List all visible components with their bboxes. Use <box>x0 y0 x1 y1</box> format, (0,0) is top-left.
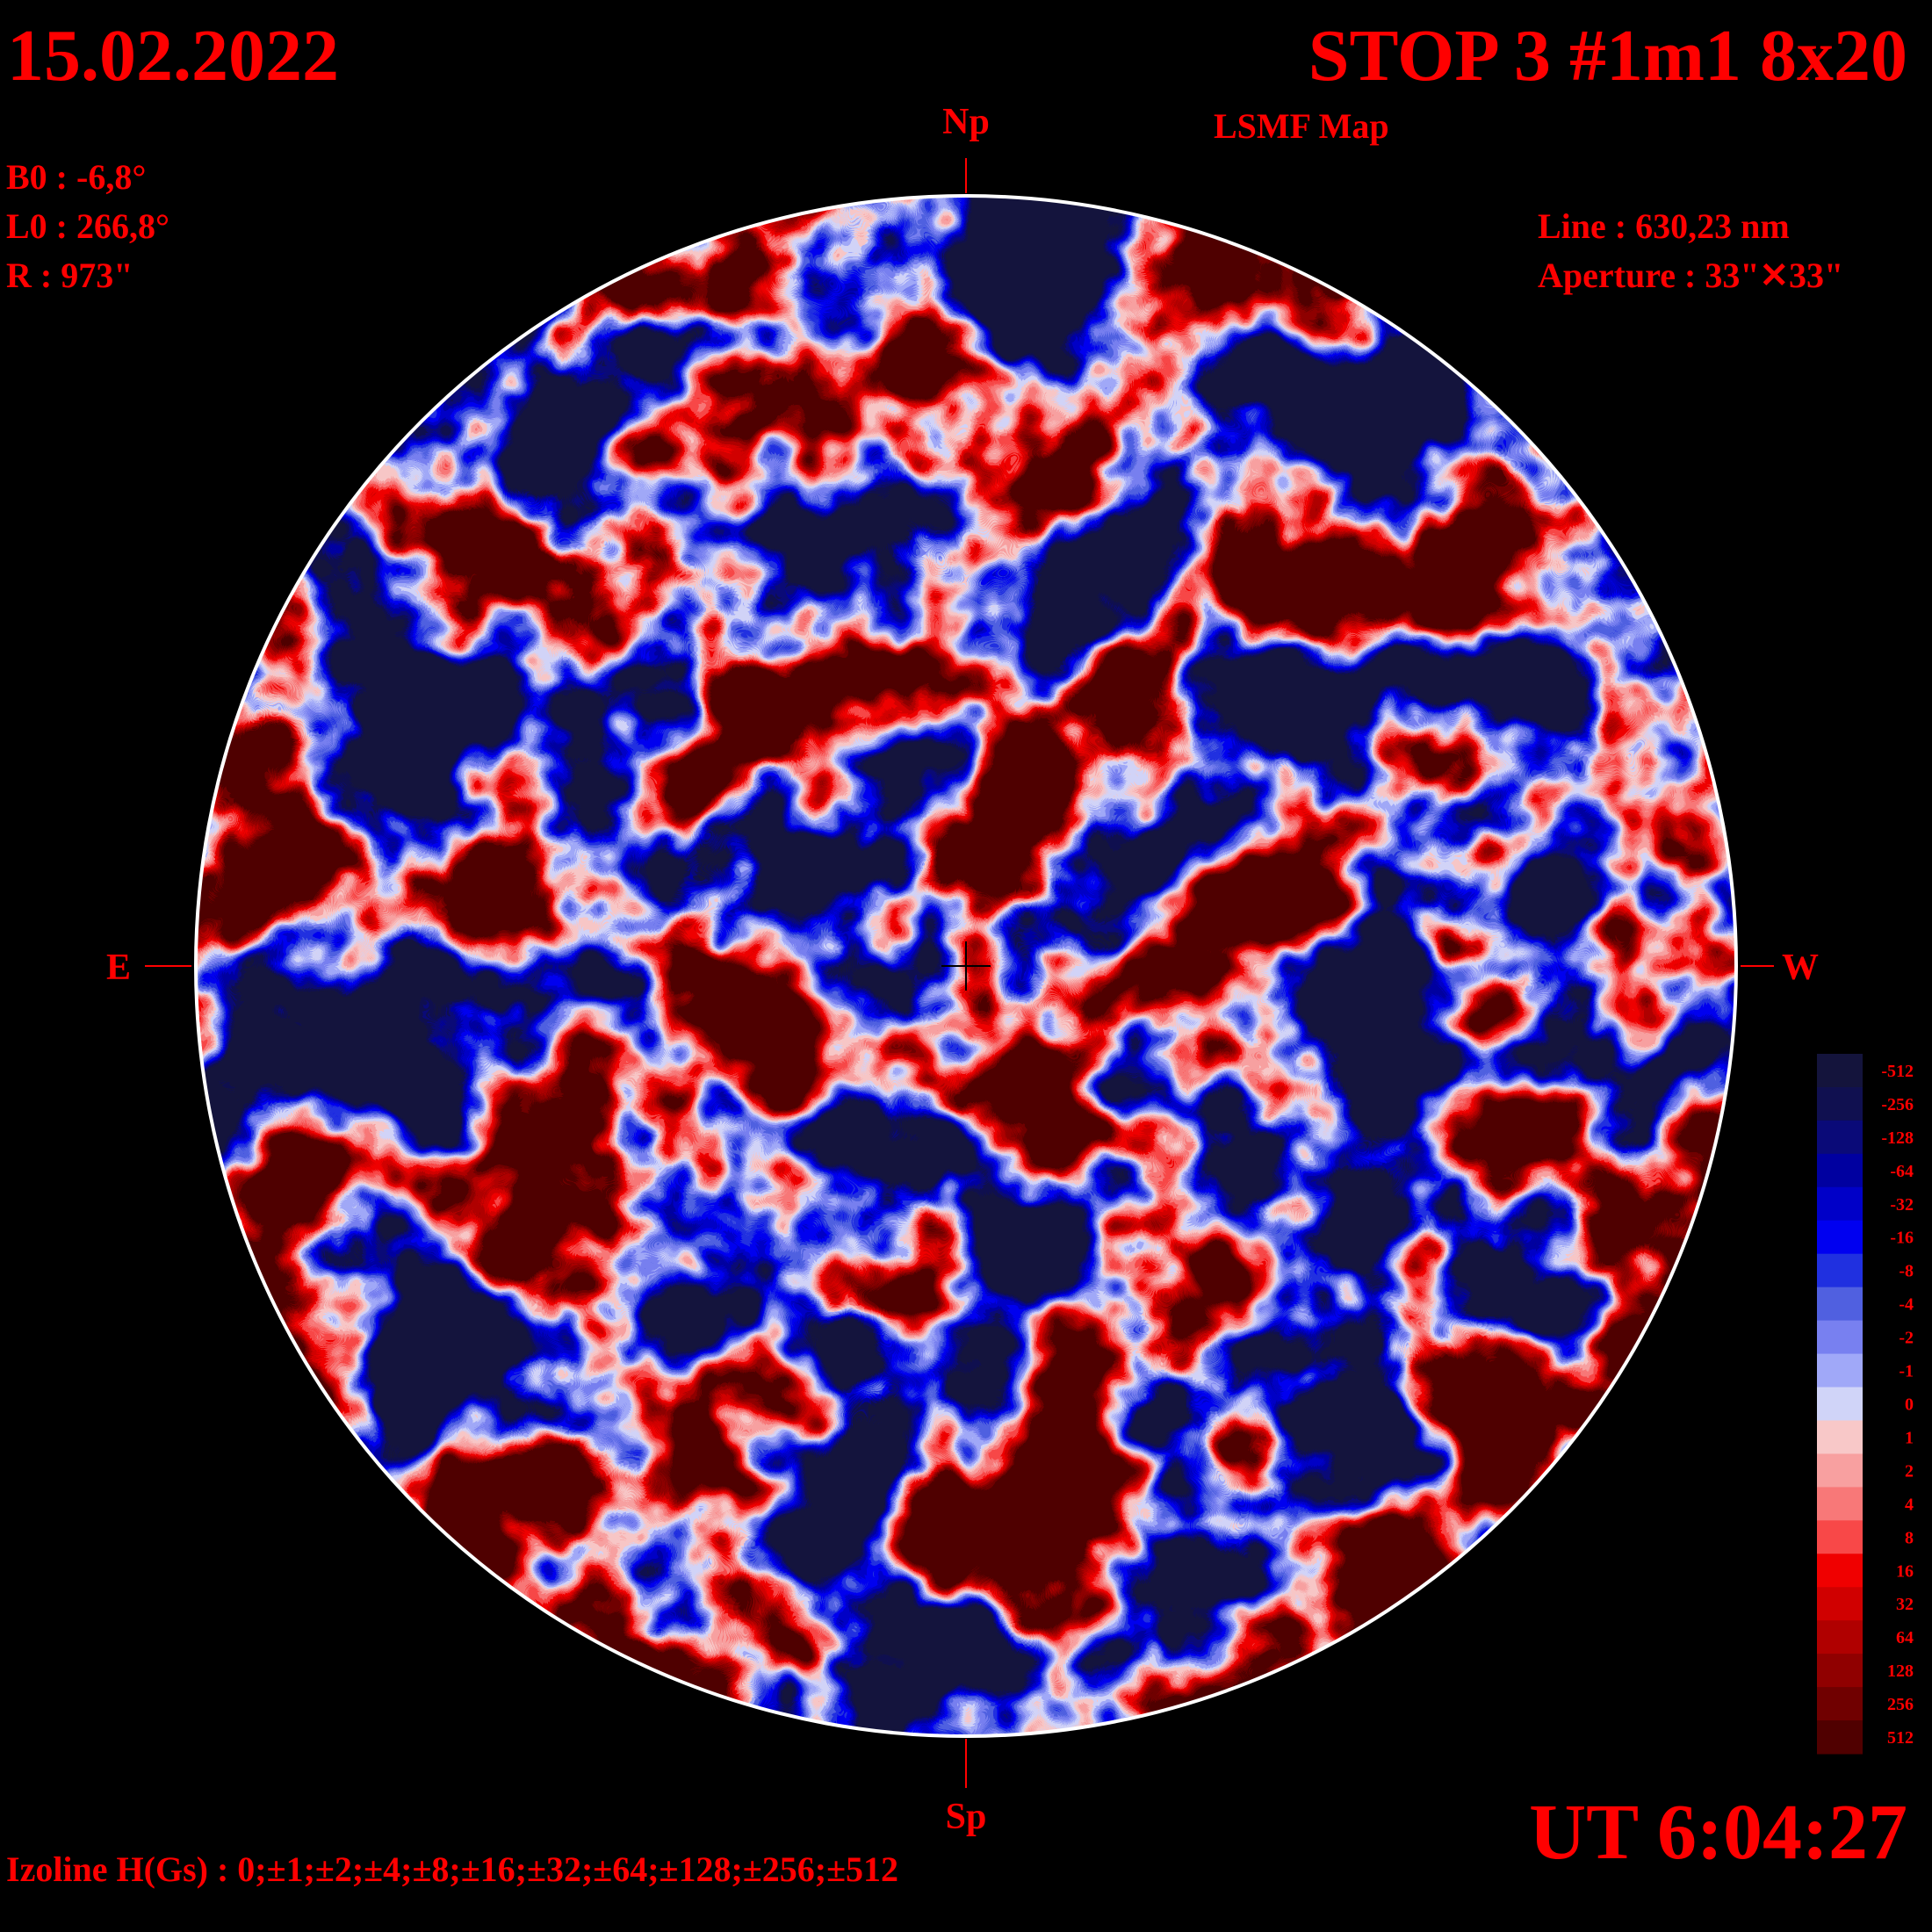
colorbar-label: 512 <box>1887 1728 1914 1748</box>
colorbar-label: -256 <box>1881 1095 1914 1114</box>
colorbar-label: -32 <box>1890 1195 1914 1215</box>
ut-time: UT 6:04:27 <box>1529 1789 1907 1876</box>
colorbar-segment <box>1817 1387 1863 1421</box>
title: STOP 3 #1m1 8x20 <box>1308 15 1907 97</box>
colorbar-segment <box>1817 1220 1863 1255</box>
colorbar-segment <box>1817 1720 1863 1755</box>
colorbar-label: -64 <box>1890 1162 1914 1181</box>
colorbar-label: 32 <box>1896 1595 1914 1614</box>
direction-ticks <box>145 158 1774 1788</box>
colorbar-label: -2 <box>1899 1329 1914 1348</box>
izoline: Izoline H(Gs) : 0;±1;±2;±4;±8;±16;±32;±6… <box>6 1849 898 1889</box>
east-label: E <box>106 948 131 988</box>
colorbar-label: 16 <box>1896 1561 1914 1581</box>
aperture: Aperture : 33"✕33" <box>1538 256 1843 295</box>
colorbar-label: 4 <box>1905 1495 1914 1514</box>
colorbar-label: -16 <box>1890 1229 1914 1248</box>
colorbar-segment <box>1817 1253 1863 1288</box>
colorbar-segment <box>1817 1353 1863 1388</box>
line: Line : 630,23 nm <box>1538 206 1790 246</box>
colorbar-label: -4 <box>1899 1295 1914 1315</box>
west-label: W <box>1782 948 1819 988</box>
colorbar-segment <box>1817 1120 1863 1155</box>
colorbar-label: 1 <box>1905 1428 1914 1447</box>
colorbar-segment <box>1817 1654 1863 1688</box>
colorbar-label: 0 <box>1905 1395 1914 1415</box>
colorbar-label: -128 <box>1881 1128 1914 1148</box>
colorbar-segment <box>1817 1287 1863 1322</box>
north-label: Np <box>942 102 990 142</box>
colorbar-segment <box>1817 1554 1863 1588</box>
colorbar-label: 64 <box>1896 1628 1914 1647</box>
radius: R : 973" <box>6 256 133 295</box>
colorbar-label: 8 <box>1905 1528 1914 1547</box>
subtitle: LSMF Map <box>1214 106 1389 146</box>
date: 15.02.2022 <box>7 15 339 97</box>
colorbar-label: -8 <box>1899 1262 1914 1281</box>
colorbar-segment <box>1817 1054 1863 1088</box>
colorbar-label: 256 <box>1887 1695 1914 1714</box>
colorbar-segment <box>1817 1520 1863 1554</box>
b0: B0 : -6,8° <box>6 157 146 197</box>
colorbar-segment <box>1817 1687 1863 1721</box>
colorbar-label: 128 <box>1887 1662 1914 1681</box>
colorbar-segment <box>1817 1320 1863 1355</box>
colorbar-segment <box>1817 1487 1863 1521</box>
colorbar-segment <box>1817 1620 1863 1654</box>
colorbar-segment <box>1817 1453 1863 1488</box>
l0: L0 : 266,8° <box>6 206 169 246</box>
colorbar-segment <box>1817 1153 1863 1188</box>
colorbar-segment <box>1817 1186 1863 1222</box>
colorbar-segment <box>1817 1086 1863 1121</box>
colorbar-segment <box>1817 1587 1863 1621</box>
colorbar: -512 -256 -128 -64 -32 -16 -8 -4 -2 -1 0 1 2 4 8 16 32 64… <box>1817 1054 1914 1755</box>
south-label: Sp <box>946 1797 987 1837</box>
colorbar-label: 2 <box>1905 1461 1914 1481</box>
colorbar-label: -1 <box>1899 1362 1914 1381</box>
disk-limb <box>194 194 1738 1738</box>
colorbar-label: -512 <box>1881 1062 1914 1081</box>
center-cross <box>941 941 991 991</box>
colorbar-segment <box>1817 1420 1863 1454</box>
